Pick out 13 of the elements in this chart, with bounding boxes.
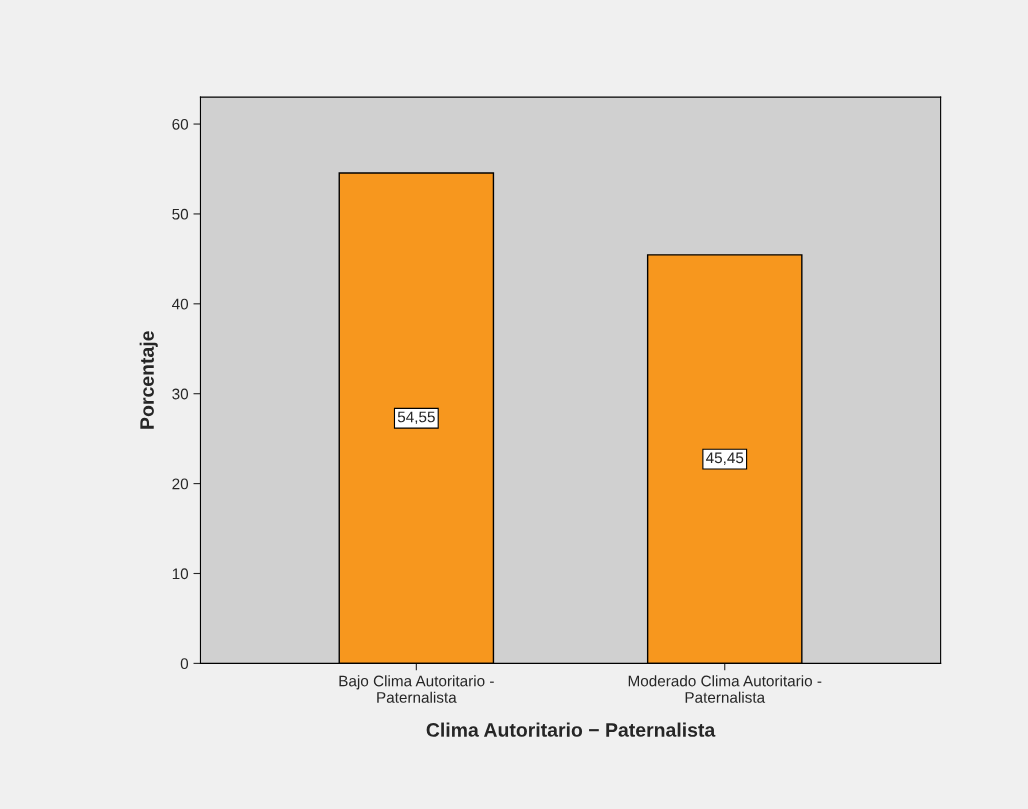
- y-tick-label: 0: [180, 658, 189, 670]
- y-tick-label: 40: [172, 298, 189, 310]
- data-label: 54,55: [397, 411, 435, 425]
- y-tick-label: 20: [172, 478, 189, 490]
- y-tick-label: 50: [172, 208, 189, 220]
- x-tick-label: Bajo Clima Autoritario - Paternalista: [339, 675, 494, 703]
- data-label: 45,45: [705, 452, 744, 466]
- x-axis-title: Clima Autoritario − Paternalista: [426, 722, 716, 737]
- y-tick-label: 30: [172, 388, 189, 400]
- y-tick-label: 60: [172, 118, 189, 130]
- x-tick-label: Moderado Clima Autoritario - Paternalista: [628, 675, 822, 703]
- y-axis-title: Porcentaje: [139, 331, 158, 429]
- y-tick-label: 10: [172, 568, 189, 580]
